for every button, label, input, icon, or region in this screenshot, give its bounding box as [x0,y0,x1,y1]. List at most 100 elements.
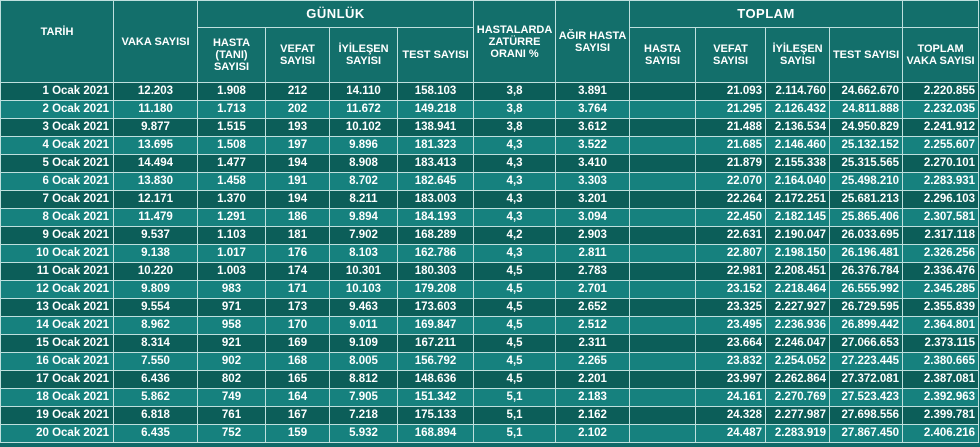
test-cell: 168.289 [396,226,475,245]
vaka-cell: 7.550 [113,352,198,371]
toplam-test-cell: 27.223.445 [829,352,904,371]
vefat-cell: 169 [265,334,330,353]
toplam-iyilesen-cell: 2.270.769 [765,388,831,407]
vefat-cell: 193 [265,118,330,137]
vefat-cell: 173 [265,298,330,317]
header-toplam-test-sayisi: TEST SAYISI [829,27,904,83]
zaturre-cell: 4,5 [473,298,557,317]
agir-hasta-cell: 2.183 [555,388,631,407]
hasta-tani-cell: 902 [197,352,266,371]
zaturre-cell: 3,8 [473,82,557,101]
agir-hasta-cell: 2.311 [555,334,631,353]
toplam-hasta-cell [629,262,697,281]
zaturre-cell: 4,3 [473,172,557,191]
hasta-tani-cell: 1.908 [197,82,266,101]
iyilesen-cell: 9.109 [329,334,398,353]
toplam-vefat-cell: 21.093 [695,82,767,101]
agir-hasta-cell: 2.265 [555,352,631,371]
date-cell: 5 Ocak 2021 [0,154,114,173]
vaka-cell: 10.220 [113,262,198,281]
toplam-iyilesen-cell: 2.190.047 [765,226,831,245]
test-cell: 162.786 [396,244,475,263]
toplam-vaka-cell: 2.296.103 [902,190,980,209]
date-cell: 1 Ocak 2021 [0,82,114,101]
test-cell: 138.941 [396,118,475,137]
hasta-tani-cell: 1.103 [197,226,266,245]
header-hasta-tani-sayisi: HASTA (TANI) SAYISI [197,27,266,83]
zaturre-cell: 4,3 [473,190,557,209]
date-cell: 13 Ocak 2021 [0,298,114,317]
toplam-test-cell: 27.066.653 [829,334,904,353]
iyilesen-cell: 7.902 [329,226,398,245]
vaka-cell: 9.537 [113,226,198,245]
agir-hasta-cell: 3.303 [555,172,631,191]
toplam-test-cell: 24.662.670 [829,82,904,101]
agir-hasta-cell: 2.512 [555,316,631,335]
toplam-hasta-cell [629,82,697,101]
agir-hasta-cell: 3.522 [555,136,631,155]
vaka-cell: 9.877 [113,118,198,137]
hasta-tani-cell: 802 [197,370,266,389]
toplam-vefat-cell: 21.295 [695,100,767,119]
vefat-cell: 176 [265,244,330,263]
iyilesen-cell: 8.812 [329,370,398,389]
toplam-iyilesen-cell: 2.114.760 [765,82,831,101]
vaka-cell: 6.435 [113,424,198,443]
date-cell: 12 Ocak 2021 [0,280,114,299]
vaka-cell: 6.436 [113,370,198,389]
toplam-hasta-cell [629,298,697,317]
test-cell: 156.792 [396,352,475,371]
toplam-vaka-cell: 2.307.581 [902,208,980,227]
toplam-vefat-cell: 22.070 [695,172,767,191]
table-row: 5 Ocak 2021 14.494 1.477 194 8.908 183.413 4,3… [0,154,980,173]
toplam-vefat-cell: 22.631 [695,226,767,245]
iyilesen-cell: 8.005 [329,352,398,371]
vefat-cell: 194 [265,154,330,173]
date-cell: 9 Ocak 2021 [0,226,114,245]
vefat-cell: 171 [265,280,330,299]
agir-hasta-cell: 3.612 [555,118,631,137]
test-cell: 173.603 [396,298,475,317]
agir-hasta-cell: 3.094 [555,208,631,227]
table-row: 20 Ocak 2021 6.435 752 159 5.932 168.894 5,1 2.… [0,424,980,443]
vefat-cell: 181 [265,226,330,245]
toplam-vefat-cell: 22.264 [695,190,767,209]
iyilesen-cell: 7.905 [329,388,398,407]
toplam-vaka-cell: 2.387.081 [902,370,980,389]
table-row: 7 Ocak 2021 12.171 1.370 194 8.211 183.003 4,3… [0,190,980,209]
agir-hasta-cell: 2.783 [555,262,631,281]
toplam-hasta-cell [629,388,697,407]
toplam-vefat-cell: 21.488 [695,118,767,137]
table-row: 18 Ocak 2021 5.862 749 164 7.905 151.342 5,1 2.… [0,388,980,407]
toplam-test-cell: 26.899.442 [829,316,904,335]
header-empty-cell [902,0,980,28]
toplam-test-cell: 26.033.695 [829,226,904,245]
toplam-vaka-cell: 2.220.855 [902,82,980,101]
toplam-vefat-cell: 23.832 [695,352,767,371]
zaturre-cell: 4,5 [473,280,557,299]
toplam-test-cell: 25.132.152 [829,136,904,155]
table-header: TARİH VAKA SAYISI GÜNLÜK HASTALARDA ZATÜ… [0,0,980,83]
hasta-tani-cell: 921 [197,334,266,353]
toplam-iyilesen-cell: 2.277.987 [765,406,831,425]
test-cell: 158.103 [396,82,475,101]
toplam-hasta-cell [629,190,697,209]
toplam-iyilesen-cell: 2.146.460 [765,136,831,155]
hasta-tani-cell: 1.017 [197,244,266,263]
vaka-cell: 12.171 [113,190,198,209]
toplam-vefat-cell: 22.807 [695,244,767,263]
test-cell: 168.894 [396,424,475,443]
header-gunluk: GÜNLÜK [196,0,475,28]
vefat-cell: 197 [265,136,330,155]
header-toplam-iyilesen-sayisi: İYİLEŞEN SAYISI [765,27,831,83]
hasta-tani-cell: 971 [197,298,266,317]
agir-hasta-cell: 3.764 [555,100,631,119]
date-cell: 6 Ocak 2021 [0,172,114,191]
vefat-cell: 159 [265,424,330,443]
zaturre-cell: 5,1 [473,424,557,443]
toplam-vaka-cell: 2.355.839 [902,298,980,317]
vaka-cell: 11.180 [113,100,198,119]
zaturre-cell: 5,1 [473,388,557,407]
zaturre-cell: 4,3 [473,136,557,155]
